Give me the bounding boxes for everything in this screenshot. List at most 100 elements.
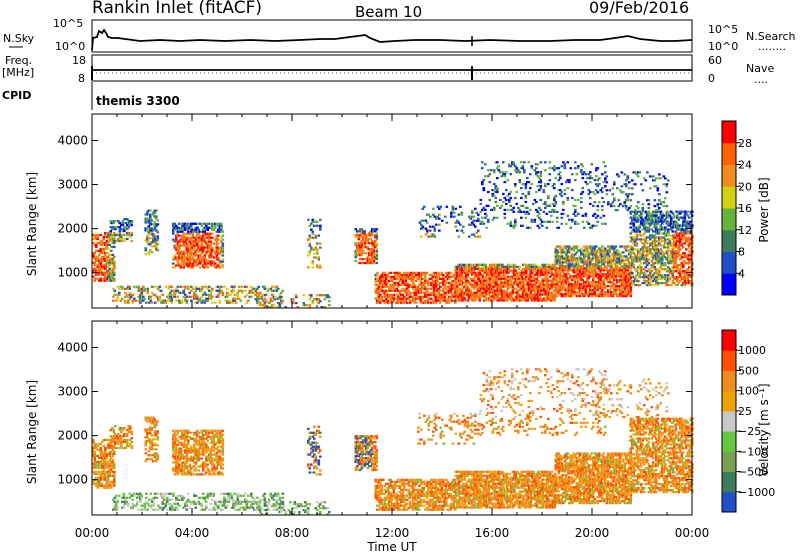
echo-cell [556,245,559,248]
echo-cell [620,295,624,298]
echo-cell [375,244,379,247]
echo-cell [674,226,678,229]
echo-cell [568,277,571,280]
echo-cell [492,279,495,282]
echo-cell [499,287,503,290]
echo-cell [217,289,220,292]
echo-cell [108,267,112,270]
echo-cell [182,256,186,259]
echo-cell [175,246,178,249]
echo-cell [438,213,441,216]
echo-cell [647,282,651,285]
echo-cell [457,265,461,268]
echo-cell [622,265,625,268]
echo-cell [460,213,464,216]
echo-cell [472,295,476,298]
echo-cell [547,289,551,292]
echo-cell [193,236,196,239]
echo-cell [127,220,131,223]
echo-cell [550,291,554,294]
echo-cell [445,271,448,274]
echo-cell [616,289,619,292]
echo-cell [317,258,321,261]
echo-cell [158,297,162,300]
echo-cell [646,214,649,217]
echo-cell [667,224,670,227]
echo-cell [386,281,390,284]
echo-cell [632,276,636,279]
echo-cell [495,275,498,278]
echo-cell [176,299,180,302]
echo-cell [541,279,545,282]
echo-cell [109,237,113,241]
echo-cell [488,198,492,202]
echo-cell [440,277,444,280]
echo-cell [498,265,501,268]
echo-cell [556,273,559,276]
echo-cell [124,291,127,294]
echo-cell [620,279,624,282]
echo-cell [477,263,480,266]
echo-cell [430,273,433,276]
echo-cell [487,169,490,172]
echo-cell [604,259,607,262]
echo-cell [398,271,402,274]
echo-cell [620,277,624,280]
echo-cell [644,276,648,279]
echo-cell [568,181,571,184]
echo-cell [208,246,211,249]
echo-cell [175,236,178,239]
echo-cell [688,274,691,277]
echo-cell [421,227,425,230]
echo-cell [111,269,115,272]
echo-cell [481,269,485,272]
echo-cell [544,277,548,280]
echo-cell [674,232,678,235]
echo-cell [178,258,181,261]
echo-cell [571,263,574,266]
echo-cell [214,224,217,227]
echo-cell [671,250,675,253]
echo-cell [93,235,97,239]
echo-cell [649,248,652,251]
echo-cell [217,266,220,269]
echo-cell [529,187,532,190]
echo-cell [656,240,660,243]
echo-cell [572,289,576,292]
sky-tick-bottom-right: 10^0 [708,40,738,53]
echo-cell [155,235,158,238]
echo-cell [484,283,488,286]
sky-noise-trace [91,28,693,51]
echo-cell [314,234,318,237]
echo-cell [112,220,116,223]
echo-cell [218,252,222,255]
echo-cell [656,222,660,225]
echo-cell [611,273,615,276]
echo-cell [537,275,540,278]
echo-cell [379,287,382,290]
echo-cell [529,297,533,300]
echo-cell [474,271,477,274]
echo-cell [220,222,223,225]
echo-cell [537,287,540,290]
echo-cell [590,281,594,284]
echo-cell [484,216,487,219]
echo-cell [203,232,207,235]
echo-cell [572,287,576,290]
echo-cell [310,246,313,249]
echo-cell [502,283,506,286]
echo-cell [422,271,426,274]
echo-cell [208,285,211,288]
echo-cell [655,252,658,255]
echo-cell [392,287,396,290]
echo-cell [524,187,528,190]
echo-cell [592,289,595,292]
echo-cell [93,261,97,264]
echo-cell [415,279,418,282]
echo-cell [431,291,435,294]
echo-cell [641,234,645,237]
echo-cell [226,291,229,294]
echo-cell [422,283,426,286]
echo-cell [446,301,450,304]
echo-cell [583,245,586,248]
